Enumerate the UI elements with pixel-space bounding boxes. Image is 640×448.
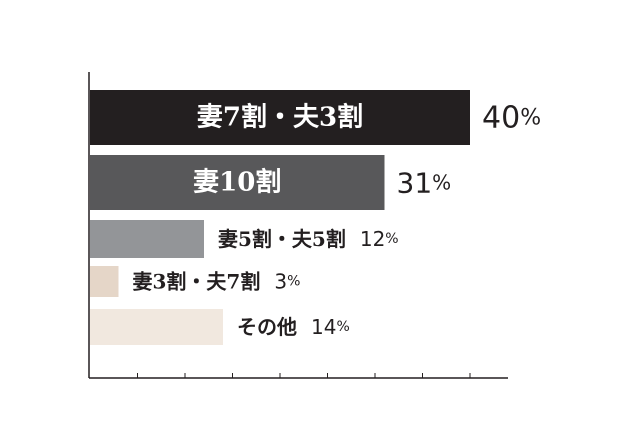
value-label-4: 14% xyxy=(311,315,350,339)
bar-3 xyxy=(90,266,119,297)
bar-2 xyxy=(90,220,204,258)
bar-0 xyxy=(90,90,470,145)
value-label-1: 31% xyxy=(397,166,452,199)
value-label-3: 3% xyxy=(274,270,300,294)
x-axis-ticks xyxy=(137,373,471,378)
labels-layer: 妻7割・夫3割 40% 妻10割 31% 妻5割・夫5割 12% 妻3割・夫7割 3% その他 1… xyxy=(133,100,542,339)
category-label-2: 妻5割・夫5割 xyxy=(218,227,346,251)
value-label-0: 40% xyxy=(482,100,541,135)
category-label-3: 妻3割・夫7割 xyxy=(133,270,261,294)
bars-layer xyxy=(90,90,470,345)
category-label-0: 妻7割・夫3割 xyxy=(197,102,363,133)
category-label-1: 妻10割 xyxy=(193,167,281,198)
category-label-4: その他 xyxy=(237,315,297,339)
value-label-2: 12% xyxy=(360,227,399,251)
bar-4 xyxy=(90,309,223,345)
bar-1 xyxy=(90,155,385,210)
